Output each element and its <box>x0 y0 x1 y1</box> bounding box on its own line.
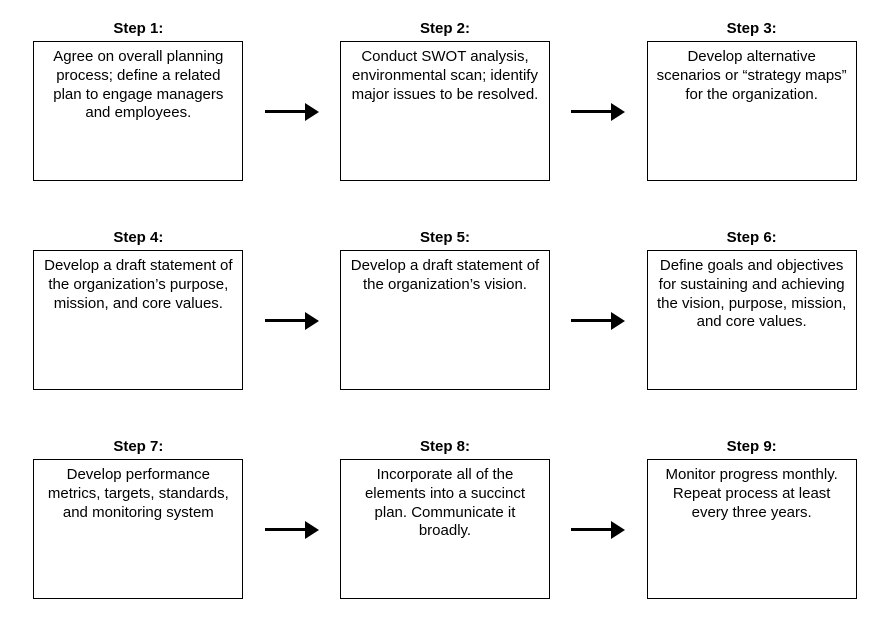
arrow-2-3 <box>571 20 625 181</box>
step-cell-4: Step 4: Develop a draft statement of the… <box>20 229 257 390</box>
step-box: Develop a draft statement of the organiz… <box>340 250 550 390</box>
step-title: Step 6: <box>727 229 777 246</box>
step-cell-3: Step 3: Develop alternative scenarios or… <box>633 20 870 181</box>
arrow-7-8 <box>265 438 319 599</box>
step-box: Develop alternative scenarios or “strate… <box>647 41 857 181</box>
step-cell-5: Step 5: Develop a draft statement of the… <box>327 229 564 390</box>
arrow-right-icon <box>265 521 319 539</box>
arrow-right-icon <box>571 312 625 330</box>
arrow-right-icon <box>265 103 319 121</box>
step-box: Conduct SWOT analysis, environmental sca… <box>340 41 550 181</box>
arrow-right-icon <box>265 312 319 330</box>
step-title: Step 7: <box>113 438 163 455</box>
step-title: Step 9: <box>727 438 777 455</box>
step-body: Agree on overall planning process; defin… <box>42 48 234 123</box>
step-cell-7: Step 7: Develop performance metrics, tar… <box>20 438 257 599</box>
arrow-8-9 <box>571 438 625 599</box>
arrow-5-6 <box>571 229 625 390</box>
step-cell-9: Step 9: Monitor progress monthly. Repeat… <box>633 438 870 599</box>
arrow-right-icon <box>571 103 625 121</box>
step-body: Develop a draft statement of the organiz… <box>42 257 234 313</box>
step-title: Step 8: <box>420 438 470 455</box>
step-box: Monitor progress monthly. Repeat process… <box>647 459 857 599</box>
arrow-right-icon <box>571 521 625 539</box>
step-title: Step 3: <box>727 20 777 37</box>
step-cell-2: Step 2: Conduct SWOT analysis, environme… <box>327 20 564 181</box>
step-body: Define goals and objectives for sustaini… <box>656 257 848 332</box>
step-body: Monitor progress monthly. Repeat process… <box>656 466 848 522</box>
step-title: Step 2: <box>420 20 470 37</box>
step-body: Develop a draft statement of the organiz… <box>349 257 541 295</box>
step-box: Develop performance metrics, targets, st… <box>33 459 243 599</box>
step-box: Incorporate all of the elements into a s… <box>340 459 550 599</box>
row-spacer <box>20 181 870 229</box>
step-cell-6: Step 6: Define goals and objectives for … <box>633 229 870 390</box>
step-body: Conduct SWOT analysis, environmental sca… <box>349 48 541 104</box>
step-title: Step 5: <box>420 229 470 246</box>
flowchart-grid: Step 1: Agree on overall planning proces… <box>20 20 870 599</box>
step-box: Agree on overall planning process; defin… <box>33 41 243 181</box>
row-spacer <box>20 390 870 438</box>
step-body: Develop alternative scenarios or “strate… <box>656 48 848 104</box>
step-body: Incorporate all of the elements into a s… <box>349 466 541 541</box>
step-box: Develop a draft statement of the organiz… <box>33 250 243 390</box>
arrow-1-2 <box>265 20 319 181</box>
step-cell-8: Step 8: Incorporate all of the elements … <box>327 438 564 599</box>
step-body: Develop performance metrics, targets, st… <box>42 466 234 522</box>
step-title: Step 1: <box>113 20 163 37</box>
step-box: Define goals and objectives for sustaini… <box>647 250 857 390</box>
step-title: Step 4: <box>113 229 163 246</box>
step-cell-1: Step 1: Agree on overall planning proces… <box>20 20 257 181</box>
arrow-4-5 <box>265 229 319 390</box>
